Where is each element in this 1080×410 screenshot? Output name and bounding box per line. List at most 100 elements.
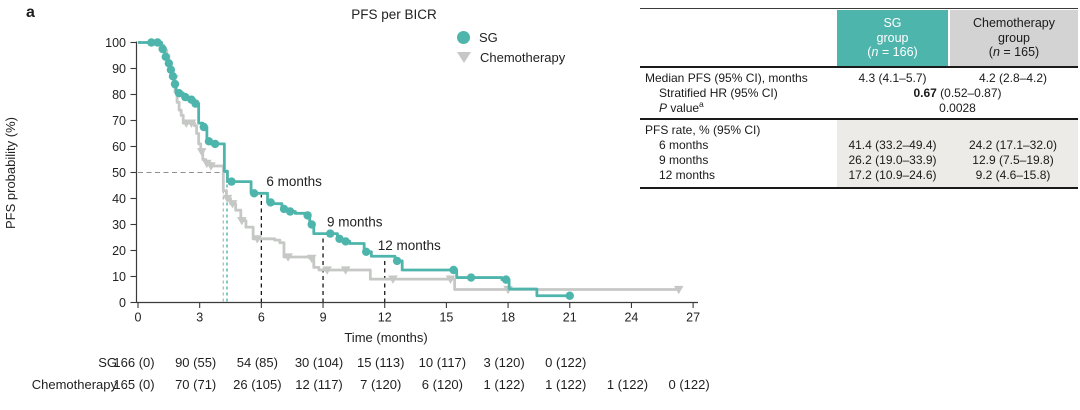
x-tick-label: 21 bbox=[563, 311, 577, 325]
hr-label: Stratified HR (95% CI) bbox=[659, 86, 778, 100]
time-annotation-label: 9 months bbox=[327, 214, 383, 229]
p-value-row: P valuea 0.0028 bbox=[640, 99, 1078, 116]
rate-12-months-row: 12 months 17.2 (10.9–24.6) 9.2 (4.6–15.8… bbox=[640, 168, 1078, 183]
rate-section-background bbox=[837, 120, 1078, 187]
sg-censor-marker bbox=[161, 52, 170, 61]
chemotherapy-censor-marker bbox=[445, 275, 456, 284]
chemo-header-line2: group bbox=[998, 30, 1030, 45]
header-spacer bbox=[640, 9, 837, 66]
sg-censor-marker bbox=[153, 38, 162, 47]
sg-censor-marker bbox=[164, 59, 174, 68]
chemotherapy-censor-marker bbox=[222, 194, 233, 204]
at-risk-count: 3 (120) bbox=[483, 355, 525, 370]
sg-censor-marker bbox=[565, 291, 574, 300]
pfs-rate-label: PFS rate, % (95% CI) bbox=[645, 123, 761, 137]
chemotherapy-censor-marker bbox=[196, 148, 207, 157]
sg-censor-marker bbox=[266, 198, 275, 207]
rate-6-months-row: 6 months 41.4 (33.2–49.4) 24.2 (17.1–32.… bbox=[640, 138, 1078, 153]
legend-label-sg: SG bbox=[479, 29, 498, 45]
rate-6-chemo-value: 24.2 (17.1–32.0) bbox=[968, 138, 1058, 152]
sg-censor-marker bbox=[227, 177, 236, 186]
y-tick-label: 90 bbox=[112, 62, 126, 76]
sg-censor-marker bbox=[285, 207, 295, 216]
sg-censor-marker bbox=[147, 38, 156, 47]
at-risk-count: 1 (122) bbox=[606, 377, 649, 392]
y-tick-label: 80 bbox=[112, 88, 126, 102]
sg-censor-marker bbox=[166, 65, 176, 75]
median-pfs-chemo-value: 4.2 (2.8–4.2) bbox=[978, 71, 1048, 85]
legend-label-chemotherapy: Chemotherapy bbox=[480, 49, 566, 65]
sg-censor-marker bbox=[210, 139, 220, 149]
at-risk-count: 1 (122) bbox=[545, 377, 587, 392]
rate-12-chemo-value: 9.2 (4.6–15.8) bbox=[975, 168, 1051, 182]
sg-censor-marker bbox=[199, 122, 208, 132]
at-risk-count: 15 (113) bbox=[356, 355, 405, 370]
at-risk-count: 54 (85) bbox=[236, 355, 278, 370]
y-axis-label: PFS probability (%) bbox=[3, 117, 18, 229]
y-tick-label: 20 bbox=[112, 244, 126, 258]
sg-censor-marker bbox=[187, 95, 196, 104]
sg-circle-icon bbox=[457, 30, 470, 44]
x-tick-label: 3 bbox=[196, 311, 203, 325]
median-pfs-row: Median PFS (95% CI), months 4.3 (4.1–5.7… bbox=[640, 71, 1078, 86]
chemotherapy-censor-marker bbox=[306, 254, 317, 264]
at-risk-count: 26 (105) bbox=[233, 377, 282, 392]
y-tick-label: 40 bbox=[112, 192, 126, 206]
x-tick-label: 9 bbox=[320, 311, 327, 325]
x-tick-label: 18 bbox=[501, 311, 515, 325]
sg-censor-marker bbox=[168, 72, 178, 81]
sg-censor-marker bbox=[279, 204, 289, 214]
hr-row: Stratified HR (95% CI) 0.67 (0.52–0.87) bbox=[640, 86, 1078, 101]
sg-censor-marker bbox=[174, 89, 184, 98]
at-risk-count: 0 (122) bbox=[545, 355, 587, 370]
sg-censor-marker bbox=[466, 273, 476, 282]
chart-title: PFS per BICR bbox=[351, 7, 437, 22]
rate-9-chemo-value: 12.9 (7.5–19.8) bbox=[972, 153, 1054, 167]
y-tick-label: 10 bbox=[112, 270, 126, 284]
x-tick-label: 27 bbox=[686, 311, 700, 325]
chemotherapy-curve bbox=[138, 41, 679, 291]
rate-9-label: 9 months bbox=[659, 153, 709, 167]
x-tick-label: 0 bbox=[135, 311, 142, 325]
panel-label: a bbox=[26, 4, 35, 21]
y-tick-label: 0 bbox=[119, 296, 126, 310]
sg-censor-marker bbox=[341, 237, 350, 246]
chemotherapy-censor-marker bbox=[169, 75, 179, 84]
y-tick-label: 30 bbox=[112, 218, 126, 232]
at-risk-count: 166 (0) bbox=[113, 355, 155, 370]
at-risk-count: 165 (0) bbox=[113, 377, 155, 392]
rate-9-sg-value: 26.2 (19.0–33.9) bbox=[848, 153, 937, 167]
sg-censor-marker bbox=[501, 275, 511, 284]
summary-table-header: SG group (n = 166) Chemotherapy group (n… bbox=[640, 9, 1078, 68]
rate-9-months-row: 9 months 26.2 (19.0–33.9) 12.9 (7.5–19.8… bbox=[640, 153, 1078, 168]
pfs-rate-header-row: PFS rate, % (95% CI) bbox=[640, 123, 1078, 138]
sg-censor-marker bbox=[392, 256, 402, 266]
y-tick-label: 50 bbox=[112, 166, 126, 180]
at-risk-count: 90 (55) bbox=[175, 355, 217, 370]
sg-censor-marker bbox=[303, 211, 312, 220]
sg-censor-marker bbox=[449, 265, 458, 275]
chemotherapy-triangle-icon bbox=[457, 51, 471, 63]
at-risk-count: 1 (122) bbox=[483, 377, 525, 392]
p-value-label: P valuea bbox=[659, 99, 704, 115]
chemotherapy-censor-marker bbox=[340, 266, 351, 275]
rate-6-sg-value: 41.4 (33.2–49.4) bbox=[848, 138, 937, 152]
chemotherapy-censor-marker bbox=[237, 217, 247, 226]
legend-item-chemotherapy: Chemotherapy bbox=[457, 47, 565, 67]
sg-header-line2: group bbox=[876, 30, 909, 45]
at-risk-count: 12 (117) bbox=[295, 377, 343, 392]
y-tick-label: 60 bbox=[112, 140, 126, 154]
median-pfs-label: Median PFS (95% CI), months bbox=[645, 71, 808, 85]
sg-censor-marker bbox=[204, 137, 214, 146]
chemotherapy-censor-marker bbox=[503, 285, 513, 295]
chemotherapy-censor-marker bbox=[252, 235, 263, 244]
median-section: Median PFS (95% CI), months 4.3 (4.1–5.7… bbox=[640, 68, 1078, 118]
table-divider bbox=[640, 118, 1078, 120]
chemotherapy-censor-marker bbox=[283, 253, 293, 262]
summary-stats-table: SG group (n = 166) Chemotherapy group (n… bbox=[640, 8, 1078, 189]
at-risk-count: 10 (117) bbox=[418, 355, 467, 370]
at-risk-count: 0 (122) bbox=[668, 377, 710, 392]
at-risk-row-label: SG bbox=[98, 355, 117, 370]
sg-censor-marker bbox=[181, 92, 190, 102]
x-tick-label: 12 bbox=[378, 311, 392, 325]
